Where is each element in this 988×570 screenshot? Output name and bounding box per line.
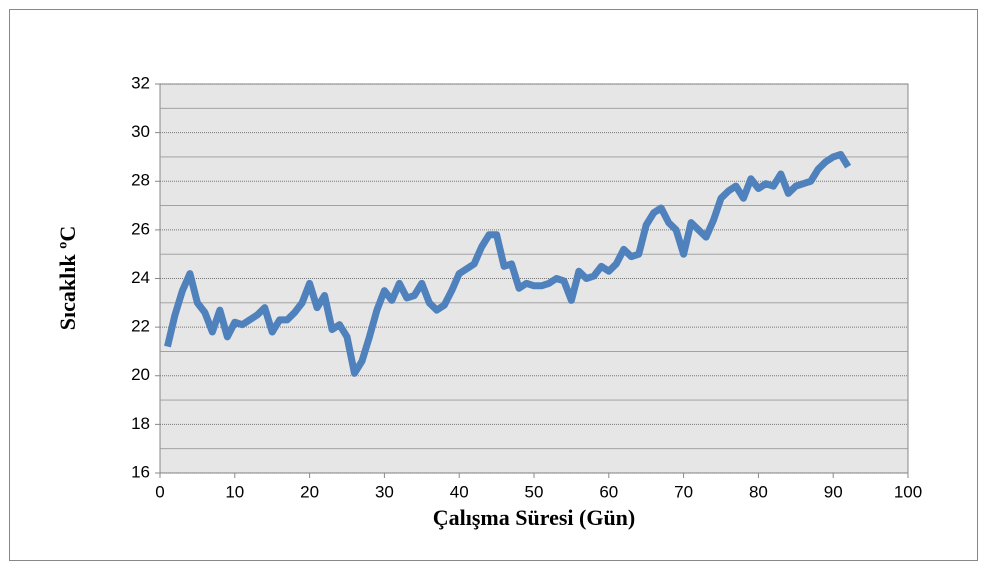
y-tick-label: 24: [131, 268, 150, 287]
x-tick-label: 40: [450, 482, 469, 501]
x-tick-label: 100: [894, 482, 922, 501]
y-tick-label: 28: [131, 171, 150, 190]
y-tick-label: 26: [131, 219, 150, 238]
y-tick-label: 32: [131, 73, 150, 92]
x-tick-label: 60: [599, 482, 618, 501]
x-tick-label: 0: [155, 482, 164, 501]
y-tick-label: 20: [131, 365, 150, 384]
y-tick-label: 22: [131, 317, 150, 336]
x-tick-label: 70: [674, 482, 693, 501]
x-axis-label: Çalışma Süresi (Gün): [433, 505, 636, 530]
data-line: [164, 151, 852, 377]
y-axis-label: Sıcaklık ºC: [55, 226, 80, 330]
x-tick-label: 80: [749, 482, 768, 501]
y-tick-label: 16: [131, 462, 150, 481]
y-tick-label: 18: [131, 414, 150, 433]
x-tick-label: 90: [824, 482, 843, 501]
x-tick-label: 50: [525, 482, 544, 501]
x-tick-label: 10: [225, 482, 244, 501]
x-tick-label: 30: [375, 482, 394, 501]
y-tick-label: 30: [131, 122, 150, 141]
x-tick-label: 20: [300, 482, 319, 501]
